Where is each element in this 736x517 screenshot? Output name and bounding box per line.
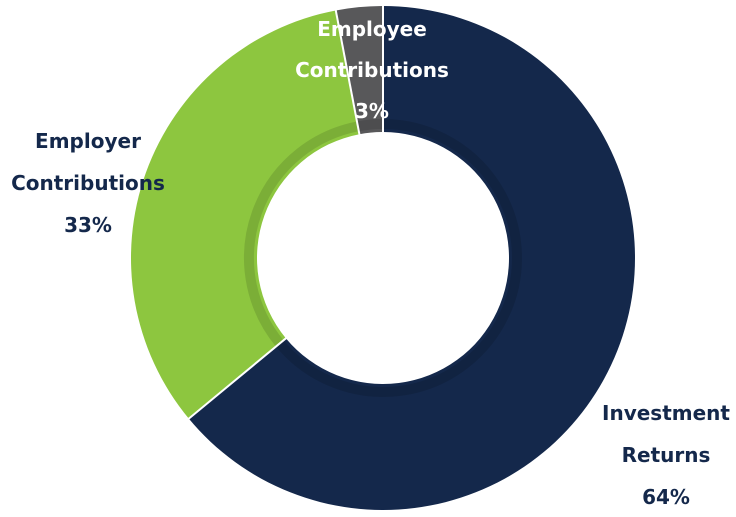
slice-separator bbox=[187, 336, 288, 421]
chart-slices bbox=[130, 5, 635, 510]
slice-employee-contributions-label-line: Contributions bbox=[295, 58, 449, 82]
slice-employer-contributions-label: Employer Contributions 33% bbox=[11, 129, 165, 237]
slice-investment-returns bbox=[188, 6, 635, 510]
slice-employee-contributions bbox=[335, 6, 383, 135]
slice-investment-returns-inner-shade bbox=[275, 119, 522, 397]
slice-employer-contributions-inner-shade bbox=[244, 121, 359, 347]
chart-labels: Investment Returns 64% Employer Contribution… bbox=[11, 17, 730, 509]
slice-investment-returns-label-line: Investment bbox=[602, 401, 730, 425]
slice-employer-contributions-label-line: Contributions bbox=[11, 171, 165, 195]
slice-employer-contributions-percent: 33% bbox=[64, 213, 112, 237]
slice-employee-contributions-label: Employee Contributions 3% bbox=[295, 17, 449, 123]
slice-employee-contributions-inner-shade bbox=[356, 119, 384, 132]
slice-employee-contributions-label-line: Employee bbox=[317, 17, 427, 41]
slice-investment-returns-label: Investment Returns 64% bbox=[602, 401, 730, 509]
slice-investment-returns-label-line: Returns bbox=[622, 443, 711, 467]
slice-investment-returns-percent: 64% bbox=[642, 485, 690, 509]
slice-employee-contributions-percent: 3% bbox=[355, 99, 389, 123]
slice-employer-contributions bbox=[130, 10, 360, 419]
slice-employer-contributions-label-line: Employer bbox=[35, 129, 141, 153]
slice-separator bbox=[334, 9, 361, 136]
